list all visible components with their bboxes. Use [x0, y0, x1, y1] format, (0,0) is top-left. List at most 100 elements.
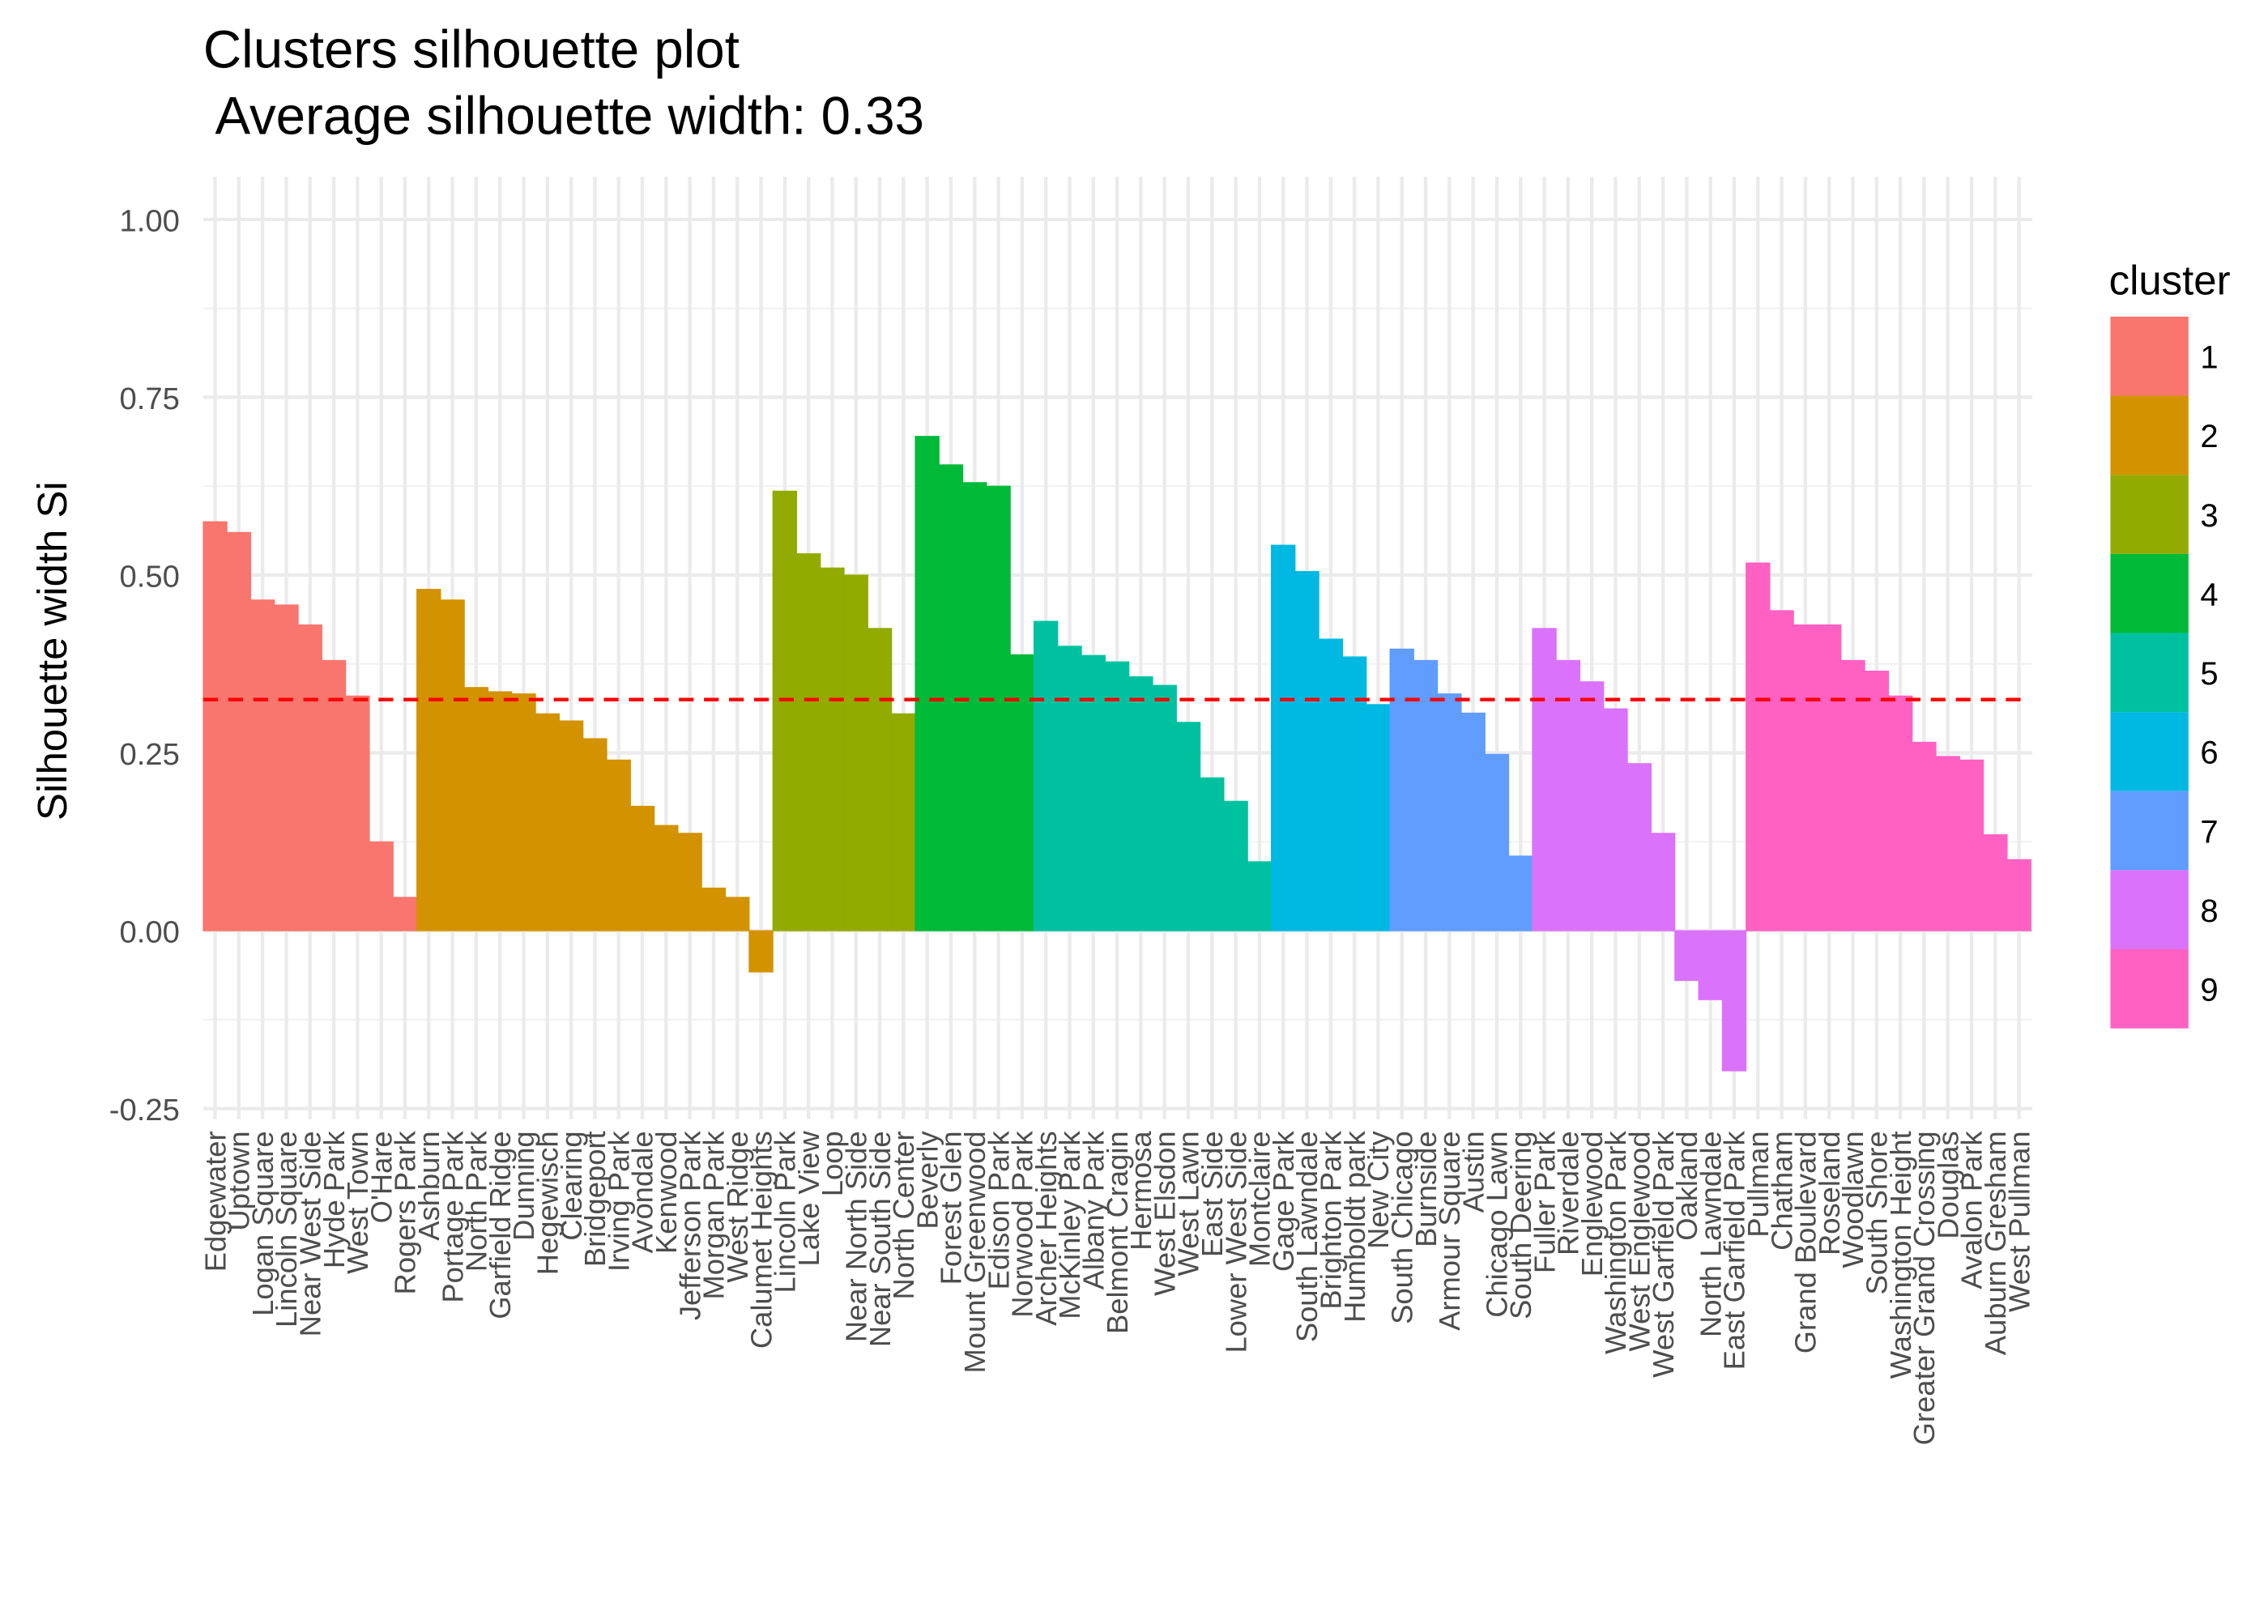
bar — [986, 485, 1011, 931]
bar — [369, 841, 394, 931]
legend-label: 3 — [2200, 498, 2218, 534]
bar — [535, 713, 561, 931]
x-tick-label: Calumet Heights — [744, 1131, 778, 1349]
x-tick-label: South Chicago — [1385, 1131, 1418, 1324]
x-tick-label: West Elsdon — [1148, 1131, 1181, 1295]
x-tick-label: Avalon Park — [1955, 1131, 1989, 1289]
legend-key — [2110, 475, 2189, 554]
x-tick-label: Jefferson Park — [673, 1131, 706, 1321]
bar — [867, 628, 893, 931]
y-tick-label: 0.25 — [120, 737, 180, 772]
bar — [1175, 722, 1201, 931]
bar — [1959, 759, 1985, 931]
x-tick-label: Near South Side — [863, 1131, 897, 1347]
x-tick-label: Chicago Lawn — [1481, 1131, 1514, 1317]
bar — [1935, 756, 1960, 931]
bar — [463, 687, 489, 931]
bar — [1009, 654, 1035, 931]
bar — [1366, 704, 1391, 931]
legend-title: cluster — [2109, 258, 2231, 304]
x-tick-label: Lincoln Park — [769, 1131, 802, 1294]
bar — [701, 887, 727, 931]
bar — [1104, 661, 1130, 931]
bar — [914, 436, 940, 931]
legend-key — [2110, 395, 2189, 475]
legend-key — [2110, 553, 2189, 633]
chart-title: Clusters silhouette plot — [203, 20, 740, 79]
x-tick-label: Dunning — [507, 1131, 540, 1240]
x-tick-label: West Lawn — [1172, 1131, 1205, 1276]
x-tick-label: Grand Boulevard — [1789, 1131, 1823, 1353]
bar — [1816, 624, 1842, 931]
bar — [1887, 695, 1913, 931]
x-tick-label: Beverly — [910, 1131, 944, 1230]
y-axis-label: Silhouette width Si — [29, 481, 75, 821]
x-tick-label: Clearing — [555, 1131, 588, 1240]
y-tick-label: 0.00 — [120, 915, 180, 950]
bar — [654, 825, 679, 931]
x-tick-label: Avondale — [626, 1131, 659, 1253]
bar — [606, 759, 631, 931]
x-tick-label: Kenwood — [650, 1131, 683, 1254]
x-tick-label: Lake View — [792, 1131, 825, 1267]
legend-label: 1 — [2200, 340, 2218, 376]
bar — [677, 833, 702, 931]
bar — [1793, 624, 1818, 931]
legend-key — [2110, 791, 2189, 871]
bar — [392, 897, 418, 931]
x-tick-label: New City — [1362, 1131, 1395, 1249]
bar — [416, 589, 441, 931]
legend-label: 4 — [2200, 577, 2218, 612]
legend-label: 2 — [2200, 419, 2218, 454]
legend-label: 5 — [2200, 656, 2218, 692]
bar — [1698, 930, 1723, 1000]
legend-key — [2110, 633, 2189, 713]
x-tick-label: West Ridge — [721, 1131, 754, 1282]
bar — [297, 624, 322, 931]
bar — [1746, 562, 1771, 931]
bar — [795, 553, 821, 931]
x-tick-label: Belmont Cragin — [1101, 1131, 1134, 1334]
x-tick-label: Loop — [816, 1131, 849, 1196]
x-tick-label: Near West Side — [294, 1131, 327, 1336]
bar — [1508, 855, 1533, 931]
bar — [1128, 676, 1153, 931]
bar — [321, 659, 347, 931]
bar — [226, 531, 252, 931]
x-tick-label: Armour Square — [1433, 1131, 1466, 1331]
legend-key — [2110, 712, 2189, 791]
bar — [1081, 654, 1106, 931]
x-tick-label: O'Hare — [364, 1131, 398, 1223]
x-tick-label: Mount Greenwood — [958, 1131, 991, 1373]
bar — [629, 805, 655, 931]
bar — [558, 720, 584, 931]
x-tick-label: West Pullman — [2002, 1131, 2036, 1312]
x-tick-label: Washington Height — [1884, 1131, 1917, 1379]
x-tick-label: South Shore — [1861, 1131, 1894, 1294]
x-tick-label: McKinley Park — [1053, 1131, 1086, 1319]
x-tick-label: Douglas — [1931, 1131, 1964, 1238]
bar — [1413, 659, 1439, 931]
x-tick-label: Edgewater — [198, 1131, 232, 1272]
x-tick-label: Garfield Ridge — [484, 1131, 517, 1319]
bar — [1223, 800, 1248, 931]
legend-label: 9 — [2200, 973, 2218, 1008]
bar — [274, 604, 299, 931]
legend-label: 8 — [2200, 893, 2218, 929]
bar — [582, 738, 608, 931]
bar — [1721, 930, 1747, 1072]
bar — [820, 567, 845, 931]
x-tick-label: East Side — [1196, 1131, 1229, 1257]
bar — [1294, 571, 1319, 931]
x-tick-label: Riverdale — [1552, 1131, 1585, 1255]
bar — [1579, 681, 1605, 931]
x-tick-label: Montclaire — [1243, 1131, 1277, 1267]
x-tick-label: Auburn Gresham — [1979, 1131, 2012, 1355]
bar — [1650, 833, 1676, 931]
x-tick-label: North Lawndale — [1694, 1131, 1727, 1337]
x-tick-label: Rogers Park — [389, 1131, 422, 1295]
x-tick-label: Greater Grand Crossing — [1908, 1131, 1941, 1445]
y-tick-label: 0.75 — [120, 381, 180, 416]
bar — [1674, 930, 1699, 982]
